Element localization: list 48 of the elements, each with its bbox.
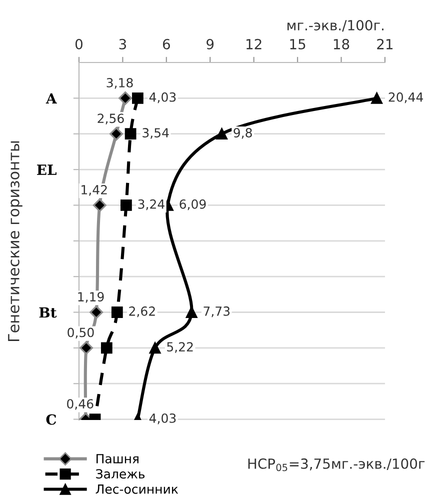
x-tick-label: 0: [75, 38, 82, 50]
point: [120, 200, 132, 211]
data-label: 9,8: [234, 128, 252, 139]
data-label: 3,54: [142, 128, 169, 139]
x-axis-title: мг.-экв./100г.: [288, 20, 384, 32]
data-label: 4,03: [149, 413, 176, 424]
data-label: 4,03: [149, 92, 176, 104]
point: [124, 128, 136, 140]
data-label: 0,46: [67, 399, 94, 410]
data-label: 2,62: [129, 306, 155, 318]
x-tick-label: 3: [119, 38, 126, 50]
y-tick-label: EL: [37, 164, 56, 175]
point: [100, 342, 112, 354]
data-label: 3,24: [138, 199, 164, 210]
data-label: 5,22: [167, 342, 193, 353]
point: [186, 306, 198, 318]
data-label: 20,44: [388, 92, 423, 104]
text: НСР$_{05}$=3,75мг.-экв./100г: [248, 458, 425, 472]
data-label: 1,42: [82, 185, 107, 196]
legend-label: Залежь: [96, 469, 145, 479]
data-label: 6,09: [180, 199, 206, 210]
data-label: 7,73: [204, 306, 230, 318]
point: [216, 128, 228, 140]
point: [371, 92, 382, 104]
y-tick-label: Bt: [39, 307, 57, 318]
x-tick-label: 9: [206, 38, 214, 50]
data-label: 0,50: [68, 328, 94, 338]
point: [110, 127, 124, 141]
y-tick-label: A: [46, 93, 57, 104]
point: [149, 342, 161, 354]
x-tick-label: 18: [334, 38, 350, 50]
point: [111, 306, 123, 318]
point: [92, 198, 106, 212]
legend-label: Лес-осинник: [96, 484, 178, 494]
point: [132, 92, 144, 104]
x-tick-label: 6: [162, 38, 170, 50]
point: [118, 91, 132, 105]
data-label: 1,19: [78, 292, 104, 303]
point: [90, 306, 104, 319]
y-axis-title: Генетические горизонты: [8, 141, 22, 342]
y-tick-label: C: [46, 414, 56, 425]
legend-label: Пашня: [96, 454, 138, 464]
x-tick-label: 21: [377, 38, 393, 50]
data-label: 2,56: [98, 114, 124, 124]
x-tick-label: 12: [246, 38, 262, 50]
data-label: 3,18: [106, 78, 133, 89]
x-tick-label: 15: [290, 39, 306, 50]
point: [80, 341, 93, 355]
